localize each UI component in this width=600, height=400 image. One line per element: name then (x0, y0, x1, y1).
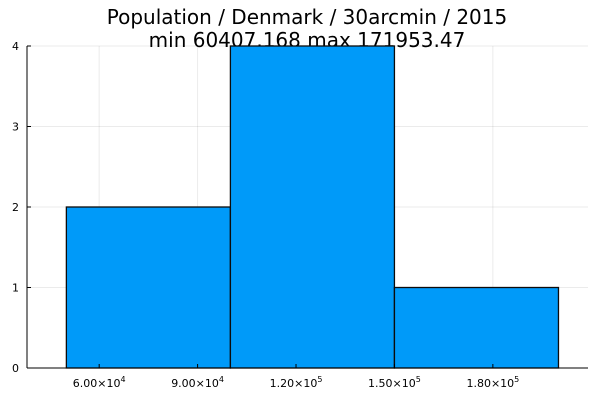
x-tick-label: 1.20×105 (270, 375, 323, 390)
y-tick-label: 4 (12, 40, 19, 53)
histogram-bar-3 (393, 286, 560, 369)
y-tick-label: 1 (12, 282, 19, 295)
y-tick-label: 0 (12, 362, 19, 375)
y-tick-label: 3 (12, 121, 19, 134)
x-tick-label: 9.00×104 (171, 375, 224, 390)
histogram-bars (65, 45, 560, 369)
x-tick-label: 6.00×104 (73, 375, 126, 390)
histogram-bar-2 (229, 45, 396, 369)
tick-labels: 0 1 2 3 4 6.00×104 9.00×104 1.20×105 1.50×105 1.8… (12, 40, 519, 390)
x-tick-label: 1.50×105 (368, 375, 421, 390)
chart-title: Population / Denmark / 30arcmin / 2015 (107, 5, 507, 29)
axes (26, 45, 588, 369)
histogram-bar-1 (65, 206, 232, 369)
x-tick-label: 1.80×105 (466, 375, 519, 390)
y-tick-label: 2 (12, 201, 19, 214)
